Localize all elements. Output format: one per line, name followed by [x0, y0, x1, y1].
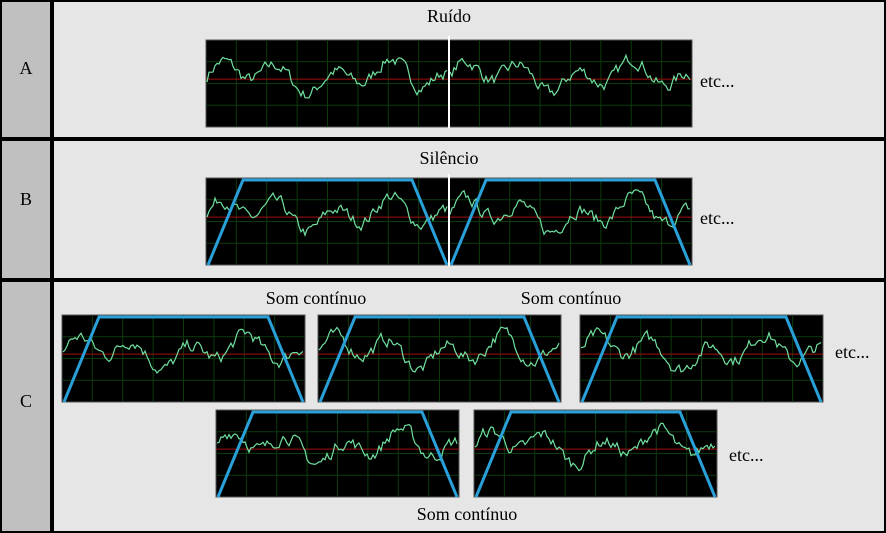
- envelope: [206, 178, 449, 266]
- waveform: [62, 328, 304, 375]
- section-title: Som contínuo: [266, 288, 367, 308]
- envelope: [449, 178, 692, 266]
- section-title: Ruído: [427, 6, 471, 26]
- section-title: Som contínuo: [417, 504, 518, 524]
- waveform: [449, 53, 691, 97]
- etc-label: etc...: [700, 71, 734, 91]
- waveforms: [61, 36, 824, 498]
- waveform: [580, 327, 822, 373]
- waveform: [318, 326, 560, 373]
- etc-label: etc...: [700, 208, 734, 228]
- row-label-cell: [2, 2, 50, 137]
- waveform: [449, 189, 691, 236]
- section-title: Silêncio: [420, 148, 479, 168]
- waveform: [216, 423, 458, 466]
- row-label: C: [20, 391, 32, 411]
- envelope: [318, 315, 561, 403]
- envelope: [474, 410, 717, 498]
- etc-label: etc...: [835, 342, 869, 362]
- etc-label: etc...: [729, 445, 763, 465]
- envelope: [62, 315, 305, 403]
- waveform: [206, 56, 448, 99]
- envelope: [216, 410, 459, 498]
- envelope: [580, 315, 823, 403]
- row-label: A: [20, 58, 33, 78]
- row-label-cell: [2, 141, 50, 278]
- waveform: [474, 422, 716, 472]
- waveform: [206, 191, 448, 237]
- row-label-cell: [2, 282, 50, 531]
- row-label: B: [20, 189, 32, 209]
- section-title: Som contínuo: [521, 288, 622, 308]
